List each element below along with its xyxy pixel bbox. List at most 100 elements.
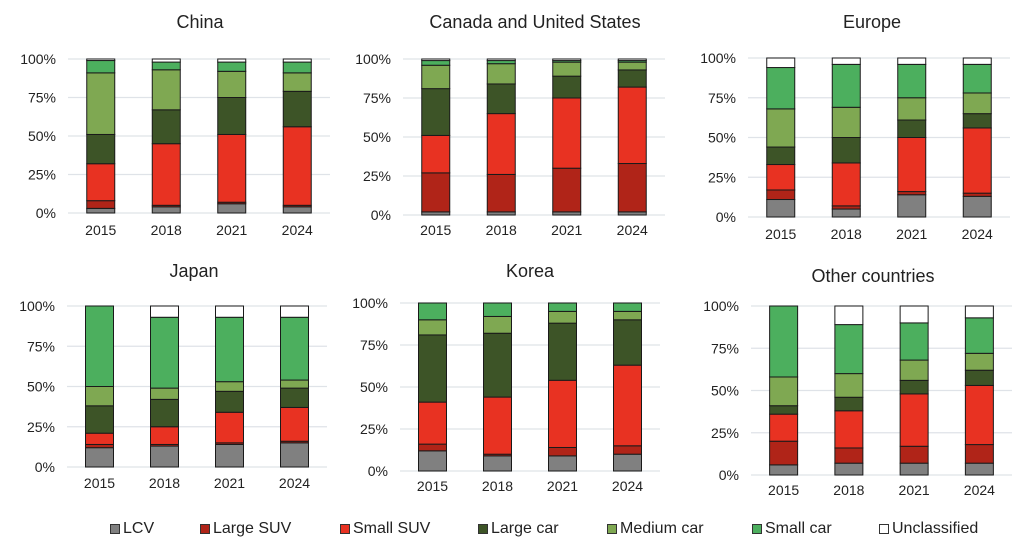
chart-svg: Other countries 0% 25% 50% 75% 100% 2015 2018 20… (703, 266, 1012, 498)
y-tick-label: 25% (708, 169, 736, 185)
bar-segment-small-suv (552, 97, 582, 169)
bar-segment-unclassified (217, 58, 247, 63)
bar-segment-small-suv (151, 143, 181, 206)
y-tick-label: 0% (36, 205, 56, 221)
bar-segment-medium-car (962, 92, 992, 115)
panel-china: China 0% 25% 50% 75% 100% 2015 2018 2021 2024 (0, 0, 340, 250)
y-tick-label: 0% (716, 209, 736, 225)
legend-label: Unclassified (892, 520, 979, 537)
bar-segment-small-car (548, 302, 577, 312)
bar-segment-lcv (897, 194, 927, 218)
bar-segment-medium-car (483, 315, 512, 334)
bar-segment-unclassified (215, 305, 244, 318)
bar-segment-large-car (282, 90, 312, 128)
legend-item-small-car: Small car (752, 520, 832, 538)
bar-segment-small-car (769, 305, 799, 378)
legend-item-large-suv: Large SUV (200, 520, 291, 538)
bar-segment-medium-car (617, 61, 647, 71)
bar-segment-large-car (280, 387, 309, 408)
bar-segment-medium-car (834, 373, 864, 398)
bar-segment-small-suv (897, 137, 927, 193)
bar-segment-lcv (766, 199, 796, 218)
y-tick-label: 50% (28, 128, 56, 144)
x-tick-label: 2018 (833, 482, 864, 498)
bar-segment-large-suv (548, 446, 577, 457)
bar-segment-lcv (962, 195, 992, 218)
bar-segment-large-car (151, 109, 181, 145)
bar-segment-lcv (613, 453, 642, 472)
y-tick-label: 75% (363, 90, 391, 106)
bar-segment-large-car (769, 405, 799, 415)
chart-svg: Korea 0% 25% 50% 75% 100% 2015 2018 2021 2024 (352, 261, 660, 494)
bar-segment-large-car (486, 83, 516, 115)
bar-segment-unclassified (617, 58, 647, 62)
x-tick-label: 2024 (962, 226, 993, 242)
bar-segment-medium-car (766, 108, 796, 148)
x-tick-label: 2021 (214, 475, 245, 491)
y-tick-label: 25% (27, 419, 55, 435)
bar-segment-lcv (769, 464, 799, 476)
bar-segment-large-car (150, 398, 179, 428)
bar-segment-unclassified (150, 305, 179, 318)
chart-title: China (176, 12, 224, 32)
bar-segment-small-suv (613, 364, 642, 447)
x-tick-label: 2015 (768, 482, 799, 498)
y-tick-label: 100% (19, 298, 55, 314)
chart-svg: Japan 0% 25% 50% 75% 100% 2015 2018 2021 2024 (19, 261, 327, 491)
bar-segment-large-car (418, 334, 447, 403)
legend-label: Large SUV (213, 520, 292, 537)
bar-segment-large-suv (613, 445, 642, 455)
bar-segment-unclassified (897, 57, 927, 65)
bar-segment-large-car (617, 69, 647, 88)
bar-segment-small-suv (86, 163, 116, 202)
bar-segment-small-suv (282, 126, 312, 206)
chart-grid: China 0% 25% 50% 75% 100% 2015 2018 2021 2024 Can… (0, 0, 1012, 498)
legend: LCV Large SUV Small SUV Large car Medium… (0, 520, 1024, 544)
bar-segment-unclassified (962, 57, 992, 65)
bar-segment-small-suv (962, 127, 992, 194)
bar-segment-unclassified (766, 57, 796, 69)
chart-title: Europe (843, 12, 901, 32)
x-tick-label: 2018 (486, 222, 517, 238)
bar-segment-lcv (834, 462, 864, 476)
bar-segment-small-car (85, 305, 114, 387)
bar-segment-medium-car (899, 359, 929, 381)
x-tick-label: 2015 (85, 222, 116, 238)
bar-segment-small-suv (217, 133, 247, 203)
legend-label: Small SUV (353, 520, 431, 537)
bar-segment-unclassified (86, 58, 116, 62)
x-tick-label: 2021 (896, 226, 927, 242)
bar-segment-lcv (217, 203, 247, 214)
x-tick-label: 2024 (282, 222, 313, 238)
bar-segment-unclassified (421, 58, 451, 62)
bar-segment-large-suv (766, 189, 796, 201)
bar-segment-unclassified (834, 305, 864, 326)
bar-segment-large-suv (617, 163, 647, 213)
bar-segment-unclassified (964, 305, 994, 319)
y-tick-label: 100% (700, 50, 736, 66)
bar-segment-small-suv (85, 432, 114, 445)
x-tick-label: 2018 (151, 222, 182, 238)
bar-segment-large-car (964, 369, 994, 386)
bar-segment-unclassified (486, 58, 516, 62)
bar-segment-small-suv (486, 113, 516, 175)
bar-segment-medium-car (486, 63, 516, 85)
y-tick-label: 0% (371, 207, 391, 223)
bar-segment-small-suv (834, 410, 864, 449)
y-tick-label: 25% (28, 167, 56, 183)
bar-segment-lcv (899, 462, 929, 476)
bar-segment-large-car (766, 146, 796, 166)
x-tick-label: 2018 (831, 226, 862, 242)
x-tick-label: 2018 (149, 475, 180, 491)
bar-segment-large-suv (418, 443, 447, 452)
x-tick-label: 2021 (216, 222, 247, 238)
legend-item-medium-car: Medium car (607, 520, 704, 538)
bar-segment-unclassified (899, 305, 929, 324)
y-tick-label: 50% (363, 129, 391, 145)
bar-segment-lcv (282, 206, 312, 214)
bar-segment-medium-car (548, 310, 577, 324)
bar-segment-large-car (421, 88, 451, 136)
chart-svg: China 0% 25% 50% 75% 100% 2015 2018 2021 2024 (20, 12, 330, 238)
legend-item-lcv: LCV (110, 520, 154, 538)
bar-segment-small-car (899, 322, 929, 361)
